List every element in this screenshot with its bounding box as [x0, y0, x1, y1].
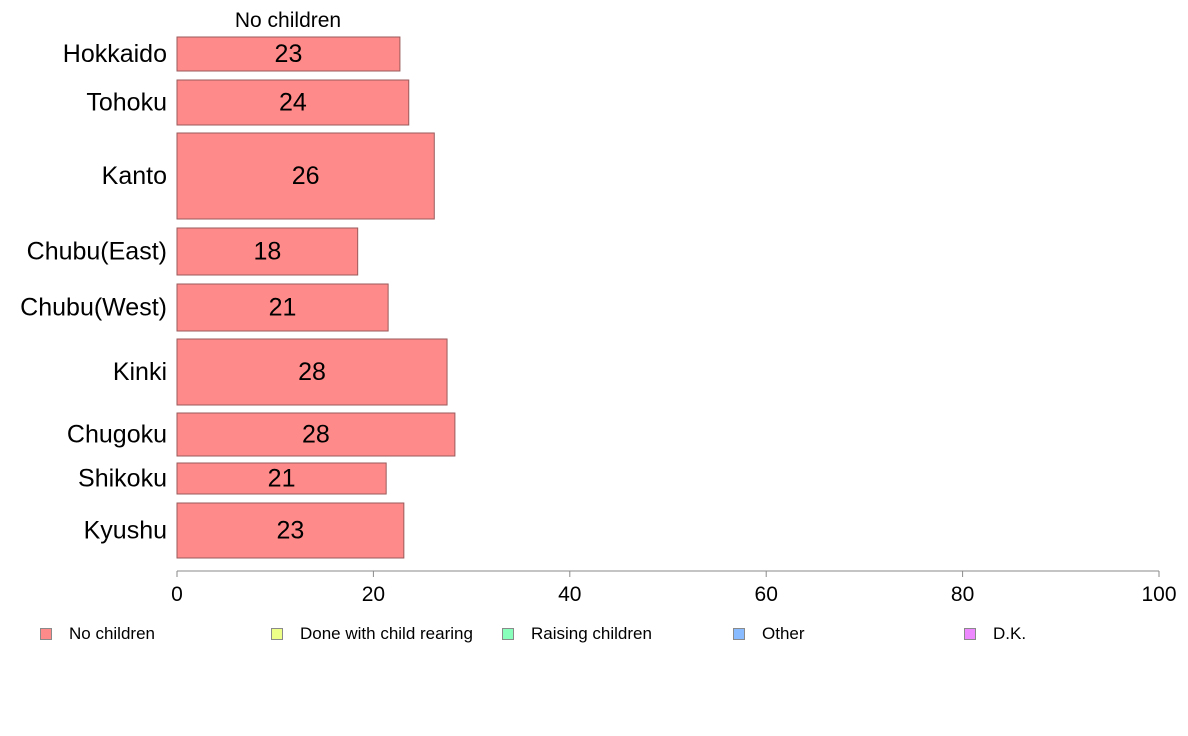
legend-item-no-children: No children [40, 622, 155, 646]
bar-value-label: 28 [298, 358, 326, 386]
x-tick-label: 80 [951, 583, 974, 606]
bar-value-label: 28 [302, 421, 330, 449]
category-label: Chubu(East) [27, 238, 167, 266]
bar-value-label: 21 [269, 294, 297, 322]
legend-label: No children [69, 624, 155, 643]
legend-swatch-no-children [40, 628, 52, 640]
legend-swatch-other [733, 628, 745, 640]
bar [176, 412, 456, 457]
series-title: No children [235, 9, 341, 32]
bar [176, 132, 435, 220]
category-label: Tohoku [86, 89, 167, 117]
bar [176, 462, 387, 495]
legend-swatch-dk [964, 628, 976, 640]
bar-value-label: 23 [275, 40, 303, 68]
legend-swatch-raising-children [502, 628, 514, 640]
category-label: Kyushu [84, 517, 167, 545]
bar [176, 36, 401, 72]
category-label: Chugoku [67, 421, 167, 449]
bar-value-label: 21 [268, 465, 296, 493]
bar [176, 79, 410, 126]
bar [176, 283, 389, 332]
x-tick-label: 0 [171, 583, 183, 606]
category-label: Kinki [113, 358, 167, 386]
x-tick-label: 40 [558, 583, 581, 606]
x-tick-label: 20 [362, 583, 385, 606]
category-label: Hokkaido [63, 40, 167, 68]
legend-label: D.K. [993, 624, 1027, 643]
category-label: Chubu(West) [20, 294, 167, 322]
x-tick-label: 100 [1141, 583, 1176, 606]
legend-label: Raising children [531, 624, 652, 643]
legend-label: Done with child rearing [300, 624, 473, 643]
category-label: Kanto [102, 162, 167, 190]
legend-item-dk: D.K. [964, 622, 1026, 646]
bar-value-label: 24 [279, 89, 307, 117]
bar [176, 227, 359, 276]
legend-swatch-done-with-child-rearing [271, 628, 283, 640]
x-tick-label: 60 [755, 583, 778, 606]
legend-item-done-with-child-rearing: Done with child rearing [271, 622, 473, 646]
legend-label: Other [762, 624, 805, 643]
bar [176, 338, 448, 406]
legend-item-raising-children: Raising children [502, 622, 652, 646]
bar-value-label: 23 [277, 517, 305, 545]
legend: No children Done with child rearing Rais… [0, 622, 1188, 646]
bar [176, 502, 405, 559]
legend-item-other: Other [733, 622, 805, 646]
bar-value-label: 18 [253, 238, 281, 266]
category-label: Shikoku [78, 465, 167, 493]
bar-value-label: 26 [292, 162, 320, 190]
